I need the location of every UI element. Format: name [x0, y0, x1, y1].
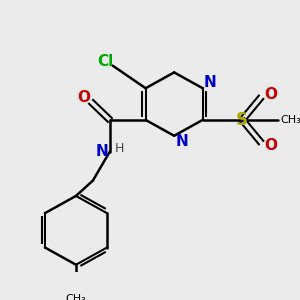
Text: N: N — [204, 75, 217, 90]
Text: CH₃: CH₃ — [281, 115, 300, 125]
Text: O: O — [264, 138, 277, 153]
Text: CH₃: CH₃ — [66, 294, 86, 300]
Text: S: S — [236, 111, 248, 129]
Text: O: O — [264, 87, 277, 102]
Text: N: N — [175, 134, 188, 149]
Text: N: N — [96, 144, 109, 159]
Text: Cl: Cl — [97, 54, 113, 69]
Text: H: H — [115, 142, 124, 155]
Text: O: O — [77, 90, 90, 105]
